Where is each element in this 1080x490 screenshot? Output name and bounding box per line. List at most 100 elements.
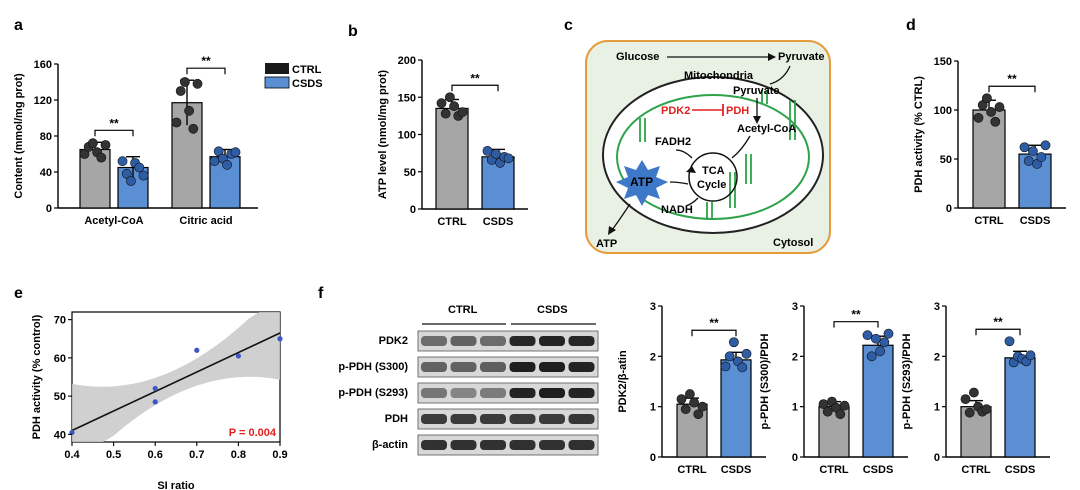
blot-band [568,414,595,424]
f2-point-csds [879,337,890,348]
d-point-csds [1036,152,1047,162]
b-point-ctrl [440,108,451,119]
panel-letter-f: f [318,285,324,302]
a-point-ctrl [188,123,199,134]
a-y-tick-label: 160 [34,59,52,71]
f2-y-tick-label: 1 [792,402,798,414]
f1-point-csds [724,351,735,362]
f1-point-ctrl [685,389,695,399]
d-point-csds [1019,142,1030,153]
d-y-tick-label: 150 [934,56,952,68]
e-x-tick-label: 0.7 [189,449,204,461]
d-bar-ctrl [972,109,1006,209]
panel-letter-a: a [14,17,23,34]
f3-point-ctrl [960,394,971,405]
blot-band [509,440,536,450]
label-atp-star: ATP [630,175,653,189]
d-y-tick-label: 0 [946,203,952,215]
f3-x-tick-label: CSDS [1005,464,1036,476]
f3-x-tick-label: CTRL [961,464,991,476]
blot-band [421,388,447,398]
a-point-csds [222,159,232,170]
e-pvalue-label: P = 0.004 [229,427,277,439]
blot-band [421,414,447,424]
b-y-tick-label: 100 [398,130,416,142]
blot-band [421,336,447,346]
f1-point-ctrl [676,394,687,405]
f1-point-csds [737,362,748,373]
f2-significance-bracket [833,321,879,328]
a-significance-label: ** [201,54,211,68]
blot-group-csds: CSDS [537,304,568,316]
e-x-tick-label: 0.4 [64,449,80,461]
b-point-csds [503,153,514,164]
a-point-ctrl [184,105,194,116]
f3-point-csds [1004,336,1015,347]
label-cycle: Cycle [697,179,726,191]
d-point-csds [1028,146,1038,157]
a-point-csds [134,162,145,173]
d-y-tick-label: 100 [934,105,952,117]
blot-band [509,336,536,346]
chart-a-content-bar-chart: 0 40 80 120 160 Content (mmol/mg prot) ** Acety… [13,54,258,227]
b-significance-bracket [451,84,499,92]
a-x-tick-label: Acetyl-CoA [84,215,143,227]
label-glucose: Glucose [616,51,659,63]
b-point-csds [490,148,501,159]
label-nadh: NADH [661,204,693,216]
f1-x-tick-label: CTRL [677,464,707,476]
b-bar-ctrl [435,107,469,210]
f3-significance-label: ** [993,315,1003,329]
a-point-csds [117,156,128,167]
legend-label-csds: CSDS [292,78,323,90]
d-x-tick-label: CSDS [1020,215,1051,227]
f2-y-tick-label: 2 [792,351,798,363]
arrow-tca-to-atp [669,181,689,185]
a-point-ctrl [100,140,111,150]
blot-band [539,388,565,398]
d-point-ctrl [990,116,1001,127]
b-point-ctrl [436,98,447,109]
blot-band [480,336,506,346]
e-confidence-band [72,312,280,442]
f1-y-tick-label: 0 [650,452,656,464]
d-significance-bracket [988,85,1036,93]
f2-point-csds [875,346,885,357]
a-y-tick-label: 80 [40,131,52,143]
d-point-ctrl [982,93,992,104]
a-point-ctrl [175,86,186,96]
f2-x-tick-label: CTRL [819,464,849,476]
blot-band [539,440,565,450]
e-point [152,399,158,405]
a-point-csds [213,146,224,157]
d-y-tick-label: 50 [940,154,952,166]
d-point-csds [1023,156,1034,166]
a-significance-bracket [94,129,134,137]
b-x-tick-label: CSDS [483,216,514,228]
a-point-csds [209,156,220,167]
b-y-tick-label: 50 [404,167,416,179]
f2-point-ctrl [822,406,833,417]
arrowhead-glucose-to-pyruvate [768,53,776,61]
label-acetyl-coa: Acetyl-CoA [737,123,796,135]
blot-band [568,336,595,346]
a-point-csds [121,168,132,179]
f2-significance-label: ** [851,308,861,322]
f3-point-csds [1025,350,1036,361]
diagram-c-mitochondria-schematic: Glucose Pyruvate Mitochondria Pyruvate P… [585,40,831,254]
blot-band [480,440,506,450]
a-y-tick-label: 120 [34,95,52,107]
f1-point-csds [720,361,731,372]
legend-swatch-csds [264,76,290,89]
f1-bar-csds [720,359,752,458]
a-point-ctrl [179,77,190,87]
a-y-tick-label: 40 [40,167,52,179]
arrow-tca-to-nadh [685,197,699,207]
b-significance-label: ** [470,71,480,85]
e-x-axis-label: SI ratio [157,480,195,490]
legend-swatch-ctrl [265,63,289,74]
legend-a: CTRL CSDS [264,63,323,90]
e-x-tick-label: 0.8 [231,449,246,461]
blot-band [568,388,595,398]
panel-letter-b: b [348,23,358,40]
